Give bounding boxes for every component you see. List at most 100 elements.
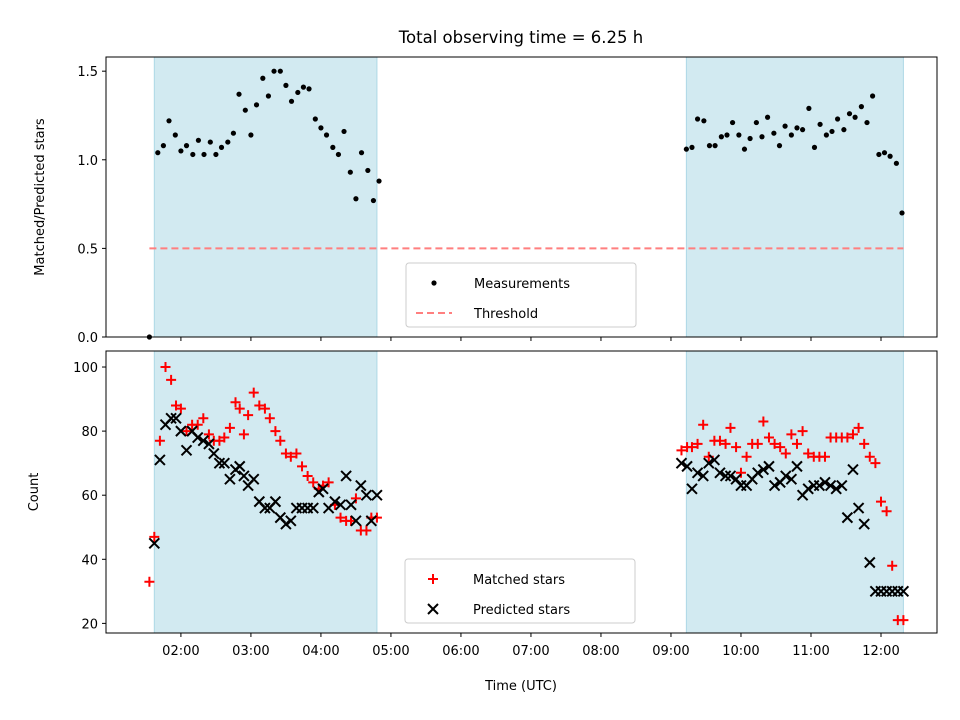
data-point bbox=[747, 135, 753, 142]
data-point bbox=[334, 499, 347, 511]
data-point bbox=[285, 451, 296, 462]
data-point bbox=[271, 68, 277, 74]
data-point bbox=[218, 457, 231, 469]
y-tick-label: 40 bbox=[81, 553, 98, 568]
series-matched-stars bbox=[144, 362, 909, 626]
data-point bbox=[350, 515, 362, 527]
data-point bbox=[259, 403, 270, 414]
data-point bbox=[318, 125, 324, 131]
x-tick-label: 10:00 bbox=[722, 644, 759, 659]
data-point bbox=[346, 515, 357, 526]
data-point bbox=[323, 477, 334, 488]
legend-label: Threshold bbox=[473, 307, 538, 322]
data-point bbox=[308, 477, 319, 488]
data-point bbox=[852, 502, 865, 514]
data-point bbox=[769, 438, 780, 449]
data-point bbox=[701, 118, 707, 124]
data-point bbox=[360, 489, 373, 501]
data-point bbox=[718, 134, 724, 140]
axes-frame bbox=[105, 56, 938, 338]
data-point bbox=[203, 429, 214, 440]
data-point bbox=[858, 104, 864, 110]
data-point bbox=[683, 146, 689, 152]
data-point bbox=[358, 150, 365, 156]
data-point bbox=[836, 479, 848, 492]
y-tick-label: 80 bbox=[81, 425, 98, 440]
data-point bbox=[847, 429, 858, 440]
x-tick-label: 03:00 bbox=[232, 644, 269, 659]
data-point bbox=[887, 153, 893, 159]
y-tick-label: 60 bbox=[81, 489, 98, 504]
data-point bbox=[794, 125, 800, 131]
data-point bbox=[198, 413, 209, 424]
data-point bbox=[192, 431, 204, 444]
data-point bbox=[897, 585, 910, 598]
data-point bbox=[230, 130, 237, 136]
data-point bbox=[144, 576, 155, 587]
data-point bbox=[297, 461, 308, 472]
data-point bbox=[224, 473, 236, 485]
data-point bbox=[799, 127, 806, 133]
data-point bbox=[791, 460, 803, 473]
data-point bbox=[720, 438, 731, 449]
data-point bbox=[178, 148, 184, 154]
data-point bbox=[788, 132, 794, 138]
data-point bbox=[859, 438, 870, 449]
observing-window-1 bbox=[153, 350, 378, 634]
data-point bbox=[207, 139, 213, 145]
data-point bbox=[780, 470, 792, 482]
data-point bbox=[260, 75, 266, 81]
data-point bbox=[166, 118, 172, 124]
data-point bbox=[201, 151, 207, 158]
legend: Matched stars Predicted stars bbox=[404, 558, 636, 624]
data-point bbox=[692, 438, 703, 449]
data-point bbox=[782, 123, 788, 129]
data-point bbox=[759, 134, 765, 140]
data-point bbox=[768, 479, 781, 492]
data-point bbox=[752, 438, 763, 449]
data-point bbox=[203, 438, 215, 450]
data-point bbox=[175, 425, 187, 437]
data-point bbox=[234, 460, 246, 473]
data-point bbox=[275, 435, 286, 446]
data-point bbox=[824, 479, 837, 492]
observing-window-2 bbox=[685, 350, 904, 634]
data-point bbox=[698, 419, 709, 430]
y-tick-label: 0.5 bbox=[77, 242, 98, 257]
data-point bbox=[291, 448, 302, 459]
data-point bbox=[823, 132, 829, 138]
data-point bbox=[830, 483, 842, 495]
data-point bbox=[323, 132, 330, 138]
data-point bbox=[797, 426, 808, 437]
data-point bbox=[729, 119, 736, 126]
count-panel: 20 40 60 80 100 02:00 03:00 04:00 05:00 06:00 07:0… bbox=[27, 350, 938, 659]
data-point bbox=[785, 473, 798, 485]
data-point bbox=[741, 451, 752, 462]
data-point bbox=[869, 93, 876, 99]
data-point bbox=[691, 467, 704, 479]
x-tick-label: 06:00 bbox=[442, 644, 479, 659]
data-point bbox=[254, 400, 265, 411]
data-point bbox=[264, 413, 275, 424]
observing-window-1 bbox=[153, 56, 378, 338]
data-point bbox=[780, 448, 791, 459]
data-point bbox=[253, 102, 260, 108]
data-point bbox=[248, 387, 259, 398]
data-point bbox=[270, 426, 281, 437]
data-point bbox=[817, 121, 823, 127]
data-point bbox=[712, 143, 718, 149]
data-point bbox=[265, 93, 272, 99]
data-point bbox=[725, 422, 736, 433]
data-point bbox=[694, 116, 701, 122]
data-point bbox=[813, 479, 826, 492]
data-point bbox=[753, 119, 759, 126]
data-point bbox=[724, 470, 737, 482]
data-point bbox=[786, 429, 797, 440]
legend-marker bbox=[431, 280, 437, 286]
data-point bbox=[376, 178, 382, 184]
data-point bbox=[752, 467, 764, 479]
data-point bbox=[864, 451, 875, 462]
data-point bbox=[735, 467, 746, 478]
data-point bbox=[841, 127, 847, 133]
